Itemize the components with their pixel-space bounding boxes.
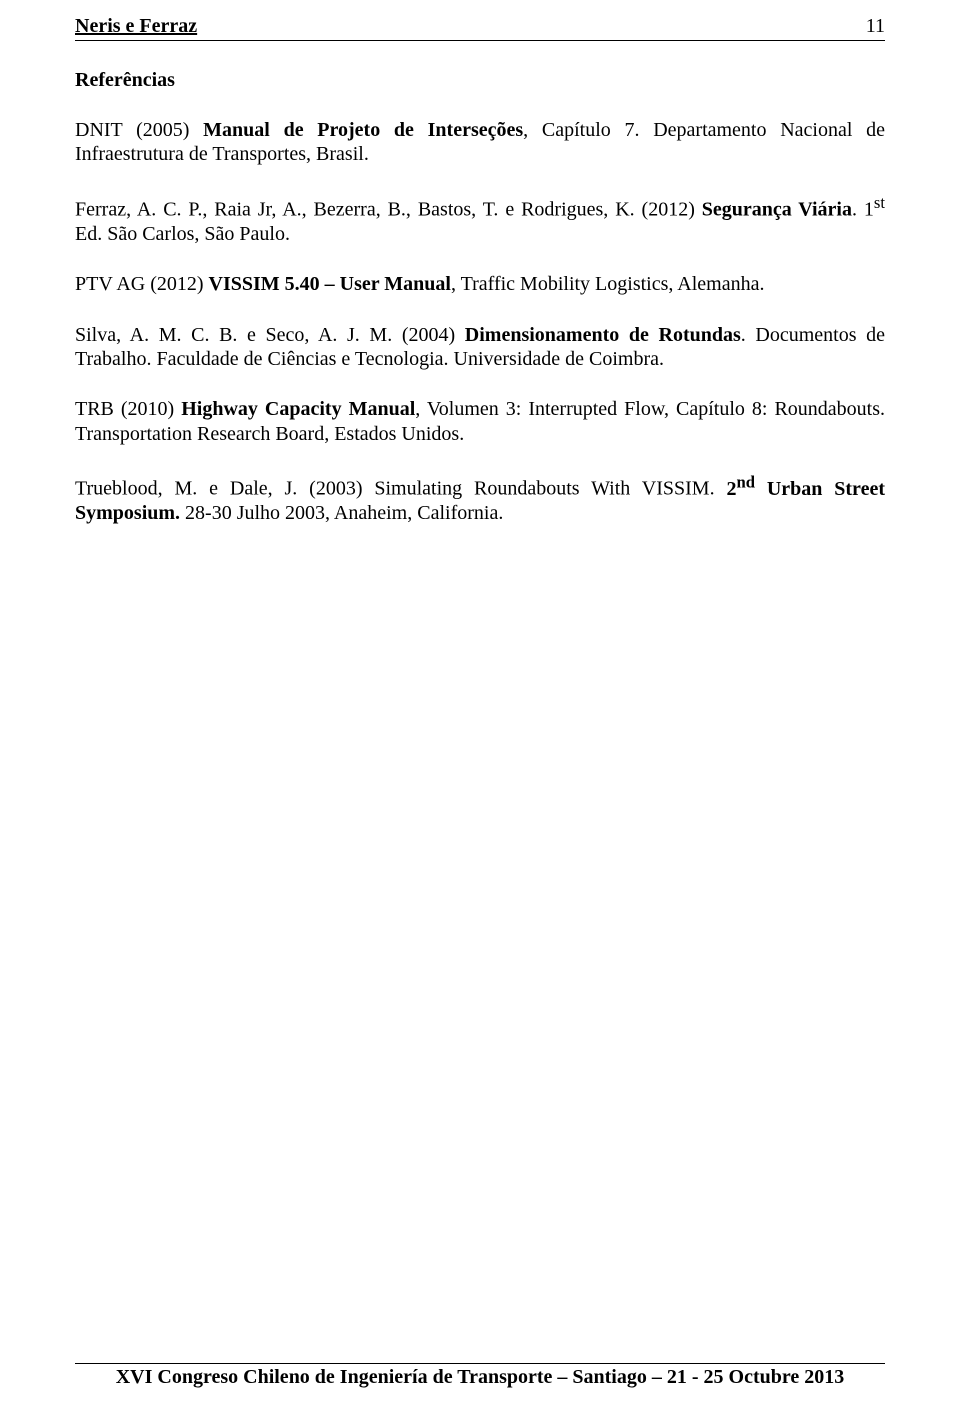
- ref-title-bold: Manual de Projeto de Interseções: [203, 119, 523, 141]
- ref-title-bold: Dimensionamento de Rotundas: [465, 324, 741, 346]
- reference-entry: Trueblood, M. e Dale, J. (2003) Simulati…: [75, 472, 885, 525]
- section-title: Referências: [75, 69, 885, 92]
- ref-title-bold: VISSIM 5.40 – User Manual: [209, 273, 451, 295]
- ref-text: 28-30 Julho 2003, Anaheim, California.: [180, 502, 503, 524]
- reference-entry: TRB (2010) Highway Capacity Manual, Volu…: [75, 397, 885, 446]
- ref-text: DNIT (2005): [75, 119, 203, 141]
- reference-entry: DNIT (2005) Manual de Projeto de Interse…: [75, 118, 885, 167]
- ref-superscript: st: [874, 193, 885, 212]
- reference-entry: Ferraz, A. C. P., Raia Jr, A., Bezerra, …: [75, 193, 885, 246]
- reference-entry: PTV AG (2012) VISSIM 5.40 – User Manual,…: [75, 272, 885, 296]
- running-title: Neris e Ferraz: [75, 15, 197, 38]
- reference-entry: Silva, A. M. C. B. e Seco, A. J. M. (200…: [75, 323, 885, 372]
- ref-text: Ed. São Carlos, São Paulo.: [75, 223, 290, 245]
- ref-text: 2: [726, 478, 736, 500]
- page-number: 11: [866, 15, 885, 38]
- ref-text: PTV AG (2012): [75, 273, 209, 295]
- ref-text: Silva, A. M. C. B. e Seco, A. J. M. (200…: [75, 324, 465, 346]
- ref-title-bold: Highway Capacity Manual: [181, 398, 415, 420]
- ref-text: Trueblood, M. e Dale, J. (2003) Simulati…: [75, 478, 726, 500]
- ref-text: , Traffic Mobility Logistics, Alemanha.: [451, 273, 765, 295]
- page-container: Neris e Ferraz 11 Referências DNIT (2005…: [0, 0, 960, 1417]
- ref-text: Ferraz, A. C. P., Raia Jr, A., Bezerra, …: [75, 198, 702, 220]
- ref-superscript: nd: [736, 472, 755, 491]
- page-footer: XVI Congreso Chileno de Ingeniería de Tr…: [75, 1363, 885, 1389]
- running-header: Neris e Ferraz 11: [75, 15, 885, 41]
- ref-title-bold: Segurança Viária: [702, 198, 852, 220]
- ref-text: . 1: [852, 198, 874, 220]
- ref-text: TRB (2010): [75, 398, 181, 420]
